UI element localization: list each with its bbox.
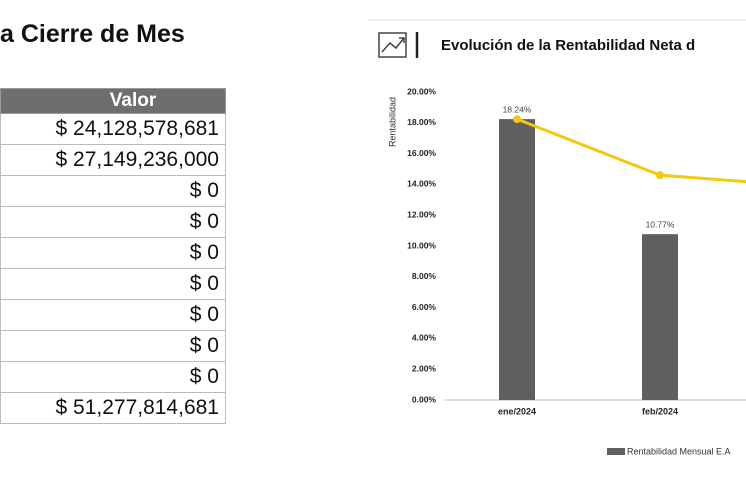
table-row: $ 0 xyxy=(0,206,226,238)
table-row: $ 27,149,236,000 xyxy=(0,144,226,176)
table-row: $ 51,277,814,681 xyxy=(0,392,226,424)
y-tick-label: 12.00% xyxy=(407,209,436,219)
y-tick-label: 0.00% xyxy=(412,394,437,404)
bar xyxy=(642,234,678,400)
x-tick-label: feb/2024 xyxy=(642,406,678,416)
cell: $ 0 xyxy=(0,361,226,393)
table-row: $ 0 xyxy=(0,361,226,393)
bar xyxy=(499,119,535,400)
y-tick-label: 4.00% xyxy=(412,333,437,343)
table: Valor $ 24,128,578,681 $ 27,149,236,000 $ … xyxy=(0,88,226,424)
cell: $ 0 xyxy=(0,237,226,269)
cell: $ 0 xyxy=(0,268,226,300)
cell: $ 0 xyxy=(0,299,226,331)
y-tick-label: 16.00% xyxy=(407,148,436,158)
data-label: 10.77% xyxy=(646,219,675,229)
y-tick-label: 18.00% xyxy=(407,117,436,127)
x-tick-label: ene/2024 xyxy=(498,406,536,416)
table-row: $ 0 xyxy=(0,330,226,362)
y-tick-label: 2.00% xyxy=(412,363,437,373)
table-row: $ 0 xyxy=(0,268,226,300)
y-tick-label: 14.00% xyxy=(407,179,436,189)
y-tick-label: 8.00% xyxy=(412,271,437,281)
legend-swatch xyxy=(607,448,625,455)
y-tick-label: 10.00% xyxy=(407,240,436,250)
cell: $ 0 xyxy=(0,330,226,362)
table-row: $ 0 xyxy=(0,237,226,269)
data-label: 18.24% xyxy=(503,104,532,114)
cell: $ 27,149,236,000 xyxy=(0,144,226,176)
cell: $ 51,277,814,681 xyxy=(0,392,226,424)
legend-label: Rentabilidad Mensual E.A xyxy=(627,446,731,456)
cell: $ 0 xyxy=(0,206,226,238)
chart-title: Evolución de la Rentabilidad Neta d xyxy=(441,37,695,54)
cell: $ 0 xyxy=(0,175,226,207)
line xyxy=(516,117,746,184)
y-tick-label: 6.00% xyxy=(412,302,437,312)
line-point xyxy=(513,115,521,124)
table-row: $ 0 xyxy=(0,299,226,331)
y-axis-label: Rentabilidad xyxy=(387,97,397,147)
column-header: Valor xyxy=(0,88,226,114)
line-point xyxy=(656,171,664,180)
table-title: a Cierre de Mes xyxy=(0,20,185,48)
table-row: $ 0 xyxy=(0,175,226,207)
y-tick-label: 20.00% xyxy=(407,86,436,96)
chart-icon xyxy=(378,32,407,58)
